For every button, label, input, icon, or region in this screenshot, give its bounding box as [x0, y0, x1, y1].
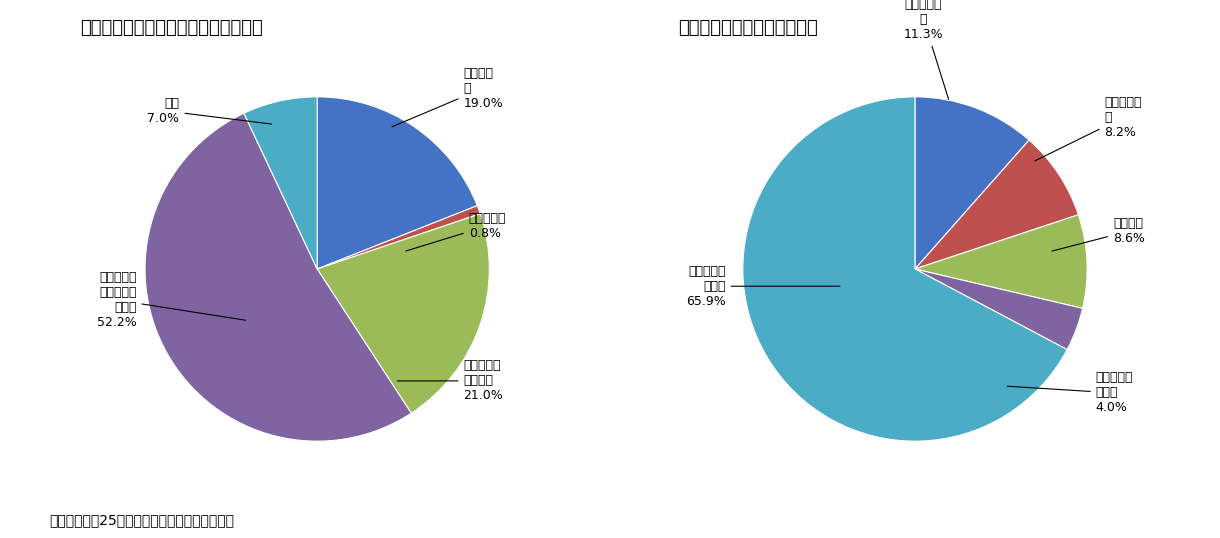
- Text: 親や子など
の住宅
4.0%: 親や子など の住宅 4.0%: [1008, 371, 1133, 414]
- Text: 新築分譲住
宅
8.2%: 新築分譲住 宅 8.2%: [1035, 96, 1142, 161]
- Wedge shape: [915, 269, 1082, 350]
- Text: 建て替えた
0.8%: 建て替えた 0.8%: [406, 212, 506, 251]
- Text: 図表１　最近の住み替え・改善の状況: 図表１ 最近の住み替え・改善の状況: [81, 19, 264, 37]
- Wedge shape: [915, 140, 1078, 269]
- Wedge shape: [317, 206, 481, 269]
- Wedge shape: [244, 97, 317, 269]
- Text: 中古住宅
8.6%: 中古住宅 8.6%: [1052, 217, 1144, 251]
- Wedge shape: [915, 97, 1030, 269]
- Wedge shape: [317, 214, 489, 413]
- Text: （資料）平成25年住生活総合調査（以下同じ）: （資料）平成25年住生活総合調査（以下同じ）: [49, 513, 234, 527]
- Wedge shape: [317, 97, 477, 269]
- Text: 住み替え
た
19.0%: 住み替え た 19.0%: [392, 67, 504, 127]
- Text: リフォーム
を行った
21.0%: リフォーム を行った 21.0%: [398, 359, 504, 402]
- Wedge shape: [145, 113, 411, 441]
- Text: 借家、間借
りなど
65.9%: 借家、間借 りなど 65.9%: [686, 265, 839, 308]
- Wedge shape: [915, 215, 1087, 308]
- Text: 不明
7.0%: 不明 7.0%: [148, 97, 271, 125]
- Text: 新築注文住
宅
11.3%: 新築注文住 宅 11.3%: [904, 0, 949, 100]
- Text: 住み替え・
改善はしな
かった
52.2%: 住み替え・ 改善はしな かった 52.2%: [96, 271, 245, 329]
- Text: 図表２　最近の住み替え方法: 図表２ 最近の住み替え方法: [678, 19, 819, 37]
- Wedge shape: [743, 97, 1068, 441]
